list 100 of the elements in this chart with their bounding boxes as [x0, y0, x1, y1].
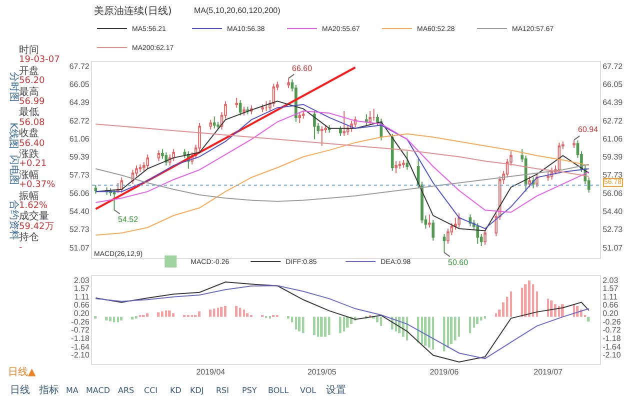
bar — [528, 280, 530, 317]
bar — [113, 316, 116, 322]
y2-tick-label: 2.03 — [602, 276, 619, 285]
bar — [109, 316, 112, 322]
candlestick — [238, 100, 242, 116]
text: 日线 — [10, 384, 30, 396]
candlestick — [112, 188, 116, 210]
bar — [246, 313, 249, 317]
bar — [587, 316, 590, 322]
bar — [157, 312, 160, 317]
bar — [484, 316, 486, 319]
y-tick-label: 62.72 — [69, 116, 90, 126]
bar — [313, 316, 316, 335]
bar — [220, 306, 223, 317]
y-tick-label: 51.07 — [69, 243, 90, 252]
bar — [120, 316, 123, 320]
bar — [521, 288, 524, 317]
text: 最低 — [19, 107, 39, 118]
bar — [424, 316, 427, 346]
candlestick — [138, 164, 142, 172]
bar — [117, 316, 119, 322]
bar — [298, 316, 301, 332]
bar — [476, 316, 479, 324]
candlestick — [235, 97, 238, 108]
text: ARS — [118, 386, 134, 395]
text: 合约资料 — [8, 200, 20, 240]
bar — [421, 316, 423, 344]
y2-tick-label: 64.39 — [602, 98, 624, 108]
candlestick — [428, 214, 431, 228]
y-tick-label: -0.72 — [71, 326, 90, 335]
bar — [135, 316, 138, 319]
annotation: 60.94 — [578, 125, 599, 134]
text: MA — [66, 386, 79, 395]
candlestick — [468, 214, 472, 227]
bar — [343, 316, 346, 332]
y-tick-label: 67.72 — [69, 62, 90, 71]
text: RSI — [216, 386, 229, 395]
candlestick — [242, 106, 246, 116]
bar — [524, 284, 527, 317]
text: K线图 — [8, 122, 20, 150]
candlestick — [261, 104, 264, 113]
candlestick — [264, 100, 268, 112]
bar — [536, 291, 538, 317]
y2-tick-label: -2.10 — [602, 350, 622, 360]
text: VOL — [300, 386, 317, 395]
bar — [165, 310, 168, 317]
bar — [317, 316, 320, 337]
y2-tick-label: 54.40 — [602, 206, 624, 216]
y2-tick-label: 66.05 — [602, 80, 624, 90]
y-tick-label: -1.18 — [71, 334, 90, 344]
candlestick — [484, 229, 486, 246]
y2-tick-label: 51.07 — [602, 243, 624, 252]
candlestick — [458, 212, 460, 228]
bar — [454, 316, 456, 340]
text: 时间 — [19, 44, 39, 56]
candlestick — [368, 110, 372, 126]
text: 56.08 — [19, 118, 46, 128]
candlestick — [476, 222, 480, 244]
text: CCI — [144, 386, 158, 395]
bar — [346, 316, 349, 328]
text: 56.99 — [19, 97, 46, 107]
candlestick — [287, 78, 290, 89]
bar — [428, 316, 430, 348]
bar — [469, 316, 472, 334]
bar — [324, 316, 327, 337]
bar — [532, 284, 534, 317]
bar — [161, 311, 164, 317]
candlestick — [406, 150, 409, 170]
candlestick — [546, 171, 550, 182]
bar — [547, 298, 550, 317]
bar — [480, 316, 482, 320]
bar — [554, 304, 556, 317]
y2-tick-label: 61.06 — [602, 134, 624, 144]
candlestick — [394, 160, 398, 174]
bar — [291, 316, 294, 322]
candlestick — [432, 219, 435, 242]
bar — [269, 316, 271, 319]
y-tick-label: 0.20 — [74, 309, 90, 318]
candlestick — [172, 148, 175, 162]
candlestick — [320, 126, 324, 146]
candlestick — [390, 133, 394, 172]
text: 涨幅 — [19, 169, 39, 181]
y-tick-label: 64.39 — [69, 98, 90, 108]
candlestick — [402, 160, 405, 168]
text: 振幅 — [19, 190, 39, 202]
bar — [217, 308, 219, 317]
candlestick — [572, 139, 576, 149]
candlestick — [442, 234, 446, 254]
bar — [450, 316, 453, 344]
y2-tick-label: 0.66 — [602, 300, 619, 310]
y-tick-label: -0.26 — [71, 317, 90, 326]
bar — [243, 310, 245, 317]
y2-tick-label: -0.72 — [602, 326, 622, 335]
candlestick — [313, 110, 316, 140]
bar — [432, 316, 434, 350]
text: 设置 — [326, 384, 346, 396]
y-tick-label: 57.73 — [69, 170, 90, 180]
bar — [302, 316, 304, 334]
y-tick-label: 1.11 — [74, 292, 90, 302]
y-tick-label: 52.73 — [69, 225, 90, 234]
